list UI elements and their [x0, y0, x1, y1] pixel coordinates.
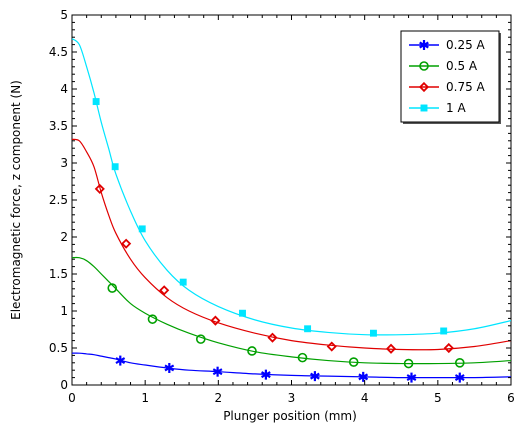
data-point — [403, 358, 414, 369]
y-tick-label: 3.5 — [49, 119, 68, 133]
data-point — [195, 334, 206, 344]
legend-item: 1 A — [409, 101, 466, 115]
data-point — [440, 327, 448, 335]
x-tick-label: 5 — [434, 391, 442, 405]
series-2 — [71, 138, 512, 354]
legend-label: 1 A — [446, 101, 466, 115]
y-tick-label: 5 — [60, 8, 68, 22]
data-point — [247, 346, 257, 356]
legend-marker — [419, 40, 429, 50]
x-tick-label: 2 — [215, 391, 223, 405]
data-point — [92, 98, 100, 106]
data-point — [111, 163, 119, 171]
data-point — [454, 372, 465, 383]
y-tick-label: 3 — [60, 156, 68, 170]
data-point — [179, 278, 187, 286]
marker-stroke — [115, 357, 126, 365]
marker-stroke — [164, 364, 175, 372]
data-point — [147, 314, 158, 324]
legend: 0.25 A 0.5 A 0.75 A 1 A — [400, 30, 501, 124]
data-point — [107, 283, 118, 293]
x-tick-label: 1 — [141, 391, 149, 405]
y-tick-label: 4.5 — [49, 45, 68, 59]
data-point — [210, 315, 221, 326]
series-3 — [71, 38, 512, 337]
series-1 — [71, 256, 512, 369]
y-tick-label: 2 — [60, 230, 68, 244]
series-line — [71, 352, 512, 379]
data-point — [239, 309, 246, 317]
marker-stroke — [212, 368, 223, 376]
x-tick-label: 3 — [288, 391, 296, 405]
data-point — [310, 371, 320, 382]
legend-marker — [418, 81, 430, 93]
data-point — [304, 325, 312, 333]
y-tick-label: 0.5 — [49, 341, 68, 355]
marker-stroke — [454, 374, 465, 382]
y-tick-label: 0 — [60, 378, 68, 392]
x-tick-label: 0 — [68, 391, 76, 405]
data-point — [261, 369, 271, 380]
data-point — [326, 341, 337, 352]
data-point — [297, 352, 308, 363]
data-point — [121, 238, 132, 249]
legend-label: 0.5 A — [446, 59, 478, 73]
data-point — [138, 225, 146, 233]
data-point — [115, 355, 126, 366]
marker-stroke — [261, 371, 271, 379]
legend-label: 0.25 A — [446, 38, 486, 52]
y-axis-label: Electromagnetic force, z component (N) — [9, 80, 23, 320]
marker-stroke — [406, 374, 417, 382]
data-point — [267, 332, 278, 343]
legend-marker — [419, 61, 429, 71]
data-point — [454, 357, 465, 368]
legend-marker — [420, 104, 428, 112]
series-line — [71, 256, 512, 365]
legend-box — [400, 30, 500, 123]
data-point — [159, 285, 170, 296]
legend-label: 0.75 A — [446, 80, 486, 94]
marker-stroke — [419, 41, 429, 49]
y-tick-label: 1 — [60, 304, 68, 318]
series-line — [71, 38, 512, 336]
x-tick-label: 6 — [507, 391, 514, 405]
y-axis: 0 0.5 1 1.5 2 2.5 3 3.5 4 4.5 5 — [49, 8, 511, 392]
data-point — [358, 371, 369, 382]
y-tick-label: 1.5 — [49, 267, 68, 281]
data-point — [406, 372, 417, 383]
x-tick-label: 4 — [361, 391, 369, 405]
legend-item: 0.25 A — [409, 38, 486, 52]
data-point — [212, 366, 223, 377]
data-point — [369, 329, 377, 337]
data-point — [443, 342, 454, 354]
data-point — [385, 343, 397, 354]
data-point — [94, 183, 105, 194]
x-axis-label: Plunger position (mm) — [223, 409, 357, 423]
y-tick-label: 2.5 — [49, 193, 68, 207]
y-tick-label: 4 — [60, 82, 68, 96]
data-point — [348, 357, 359, 367]
data-point — [164, 362, 175, 373]
legend-item: 0.5 A — [409, 59, 478, 73]
marker-stroke — [358, 373, 369, 381]
marker-stroke — [310, 372, 320, 380]
series-line — [71, 138, 512, 351]
x-axis: 0 1 2 3 4 5 6 — [68, 15, 514, 405]
series-0 — [71, 352, 512, 383]
legend-item: 0.75 A — [409, 80, 486, 94]
